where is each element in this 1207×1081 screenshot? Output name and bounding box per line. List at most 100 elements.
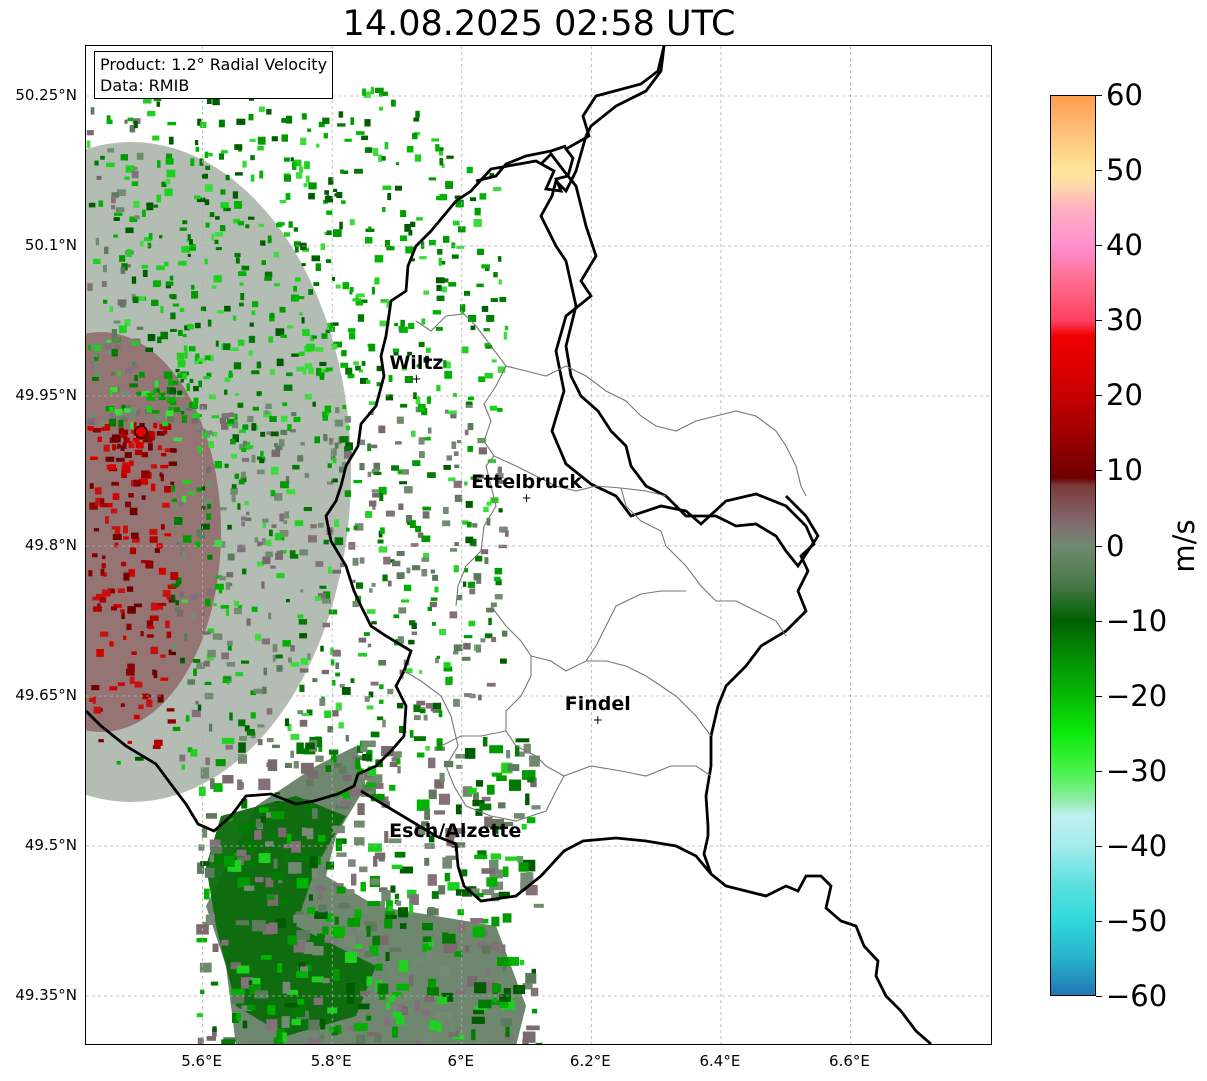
echo-pixel <box>506 750 511 759</box>
echo-pixel <box>93 606 102 612</box>
echo-pixel <box>467 423 474 431</box>
echo-pixel <box>331 458 337 464</box>
echo-pixel <box>207 319 212 327</box>
echo-pixel <box>136 152 144 160</box>
radar-site-marker[interactable] <box>134 425 148 439</box>
echo-pixel <box>299 312 303 316</box>
echo-pixel <box>115 207 125 213</box>
echo-pixel <box>275 328 285 336</box>
echo-pixel <box>128 569 135 577</box>
echo-pixel <box>450 548 457 552</box>
echo-pixel <box>224 377 231 383</box>
echo-pixel <box>269 416 277 422</box>
echo-pixel <box>360 299 368 304</box>
echo-pixel <box>327 481 334 485</box>
echo-pixel <box>244 860 258 867</box>
canton-border <box>505 365 807 497</box>
echo-pixel <box>113 234 118 238</box>
echo-pixel <box>199 404 207 410</box>
echo-pixel <box>204 692 214 700</box>
echo-pixel <box>295 854 310 860</box>
echo-pixel <box>358 369 364 373</box>
echo-pixel <box>307 804 313 812</box>
radar-map[interactable]: + Wiltz + Ettelbruck + Findel + Esch/Alzette <box>85 45 992 1045</box>
echo-pixel <box>289 429 296 433</box>
echo-pixel <box>162 421 169 427</box>
echo-pixel <box>494 1002 505 1008</box>
echo-pixel <box>236 849 247 856</box>
echo-pixel <box>234 473 240 479</box>
echo-pixel <box>270 811 285 820</box>
echo-pixel <box>293 761 299 769</box>
echo-pixel <box>324 190 329 195</box>
echo-pixel <box>139 240 144 247</box>
echo-pixel <box>439 193 448 201</box>
echo-pixel <box>275 445 283 450</box>
echo-pixel <box>171 583 180 588</box>
echo-pixel <box>382 185 392 190</box>
echo-pixel <box>214 539 223 548</box>
echo-pixel <box>279 306 286 313</box>
echo-pixel <box>452 828 466 834</box>
echo-pixel <box>515 745 520 756</box>
echo-pixel <box>87 283 93 291</box>
echo-pixel <box>293 285 298 292</box>
echo-pixel <box>274 493 283 501</box>
echo-pixel <box>428 978 436 987</box>
echo-pixel <box>411 430 416 437</box>
canton-border <box>585 590 686 662</box>
echo-pixel <box>106 339 111 343</box>
echo-pixel <box>228 817 233 822</box>
echo-pixel <box>470 476 479 480</box>
echo-pixel <box>287 723 292 732</box>
echo-pixel <box>461 346 469 354</box>
canton-border <box>620 487 787 637</box>
echo-pixel <box>164 261 169 267</box>
echo-pixel <box>435 144 440 152</box>
echo-pixel <box>481 796 491 802</box>
echo-pixel <box>165 620 170 629</box>
echo-pixel <box>101 424 111 431</box>
echo-pixel <box>362 784 376 796</box>
echo-pixel <box>239 736 247 741</box>
echo-pixel <box>360 1015 371 1024</box>
echo-pixel <box>370 793 385 802</box>
echo-pixel <box>476 893 484 898</box>
echo-pixel <box>286 599 290 603</box>
echo-pixel <box>387 580 392 587</box>
echo-pixel <box>90 413 96 418</box>
echo-pixel <box>472 523 478 528</box>
echo-pixel <box>134 603 143 608</box>
echo-pixel <box>401 364 408 371</box>
echo-pixel <box>344 138 352 142</box>
echo-pixel <box>468 620 476 627</box>
echo-pixel <box>373 855 378 867</box>
echo-pixel <box>401 1006 408 1016</box>
colorbar-tick-mark <box>1096 845 1102 847</box>
echo-pixel <box>330 647 334 656</box>
echo-pixel <box>168 461 178 466</box>
echo-pixel <box>103 444 110 452</box>
colorbar-tick-mark <box>1096 545 1102 547</box>
echo-pixel <box>379 935 389 945</box>
echo-pixel <box>286 833 292 844</box>
echo-pixel <box>248 335 256 343</box>
echo-pixel <box>94 344 101 351</box>
echo-pixel <box>442 857 452 869</box>
echo-pixel <box>249 322 254 327</box>
echo-pixel <box>325 913 334 922</box>
echo-pixel <box>347 328 356 333</box>
echo-pixel <box>201 825 208 838</box>
echo-pixel <box>219 576 226 581</box>
echo-pixel <box>413 704 421 713</box>
echo-pixel <box>397 702 404 709</box>
echo-pixel <box>281 118 287 123</box>
colorbar-tick-label: −40 <box>1106 828 1168 863</box>
echo-pixel <box>126 623 132 631</box>
echo-pixel <box>227 640 233 646</box>
echo-pixel <box>442 520 451 527</box>
echo-pixel <box>413 392 417 400</box>
echo-pixel <box>184 633 188 641</box>
echo-pixel <box>359 463 365 471</box>
echo-pixel <box>414 1000 420 1012</box>
